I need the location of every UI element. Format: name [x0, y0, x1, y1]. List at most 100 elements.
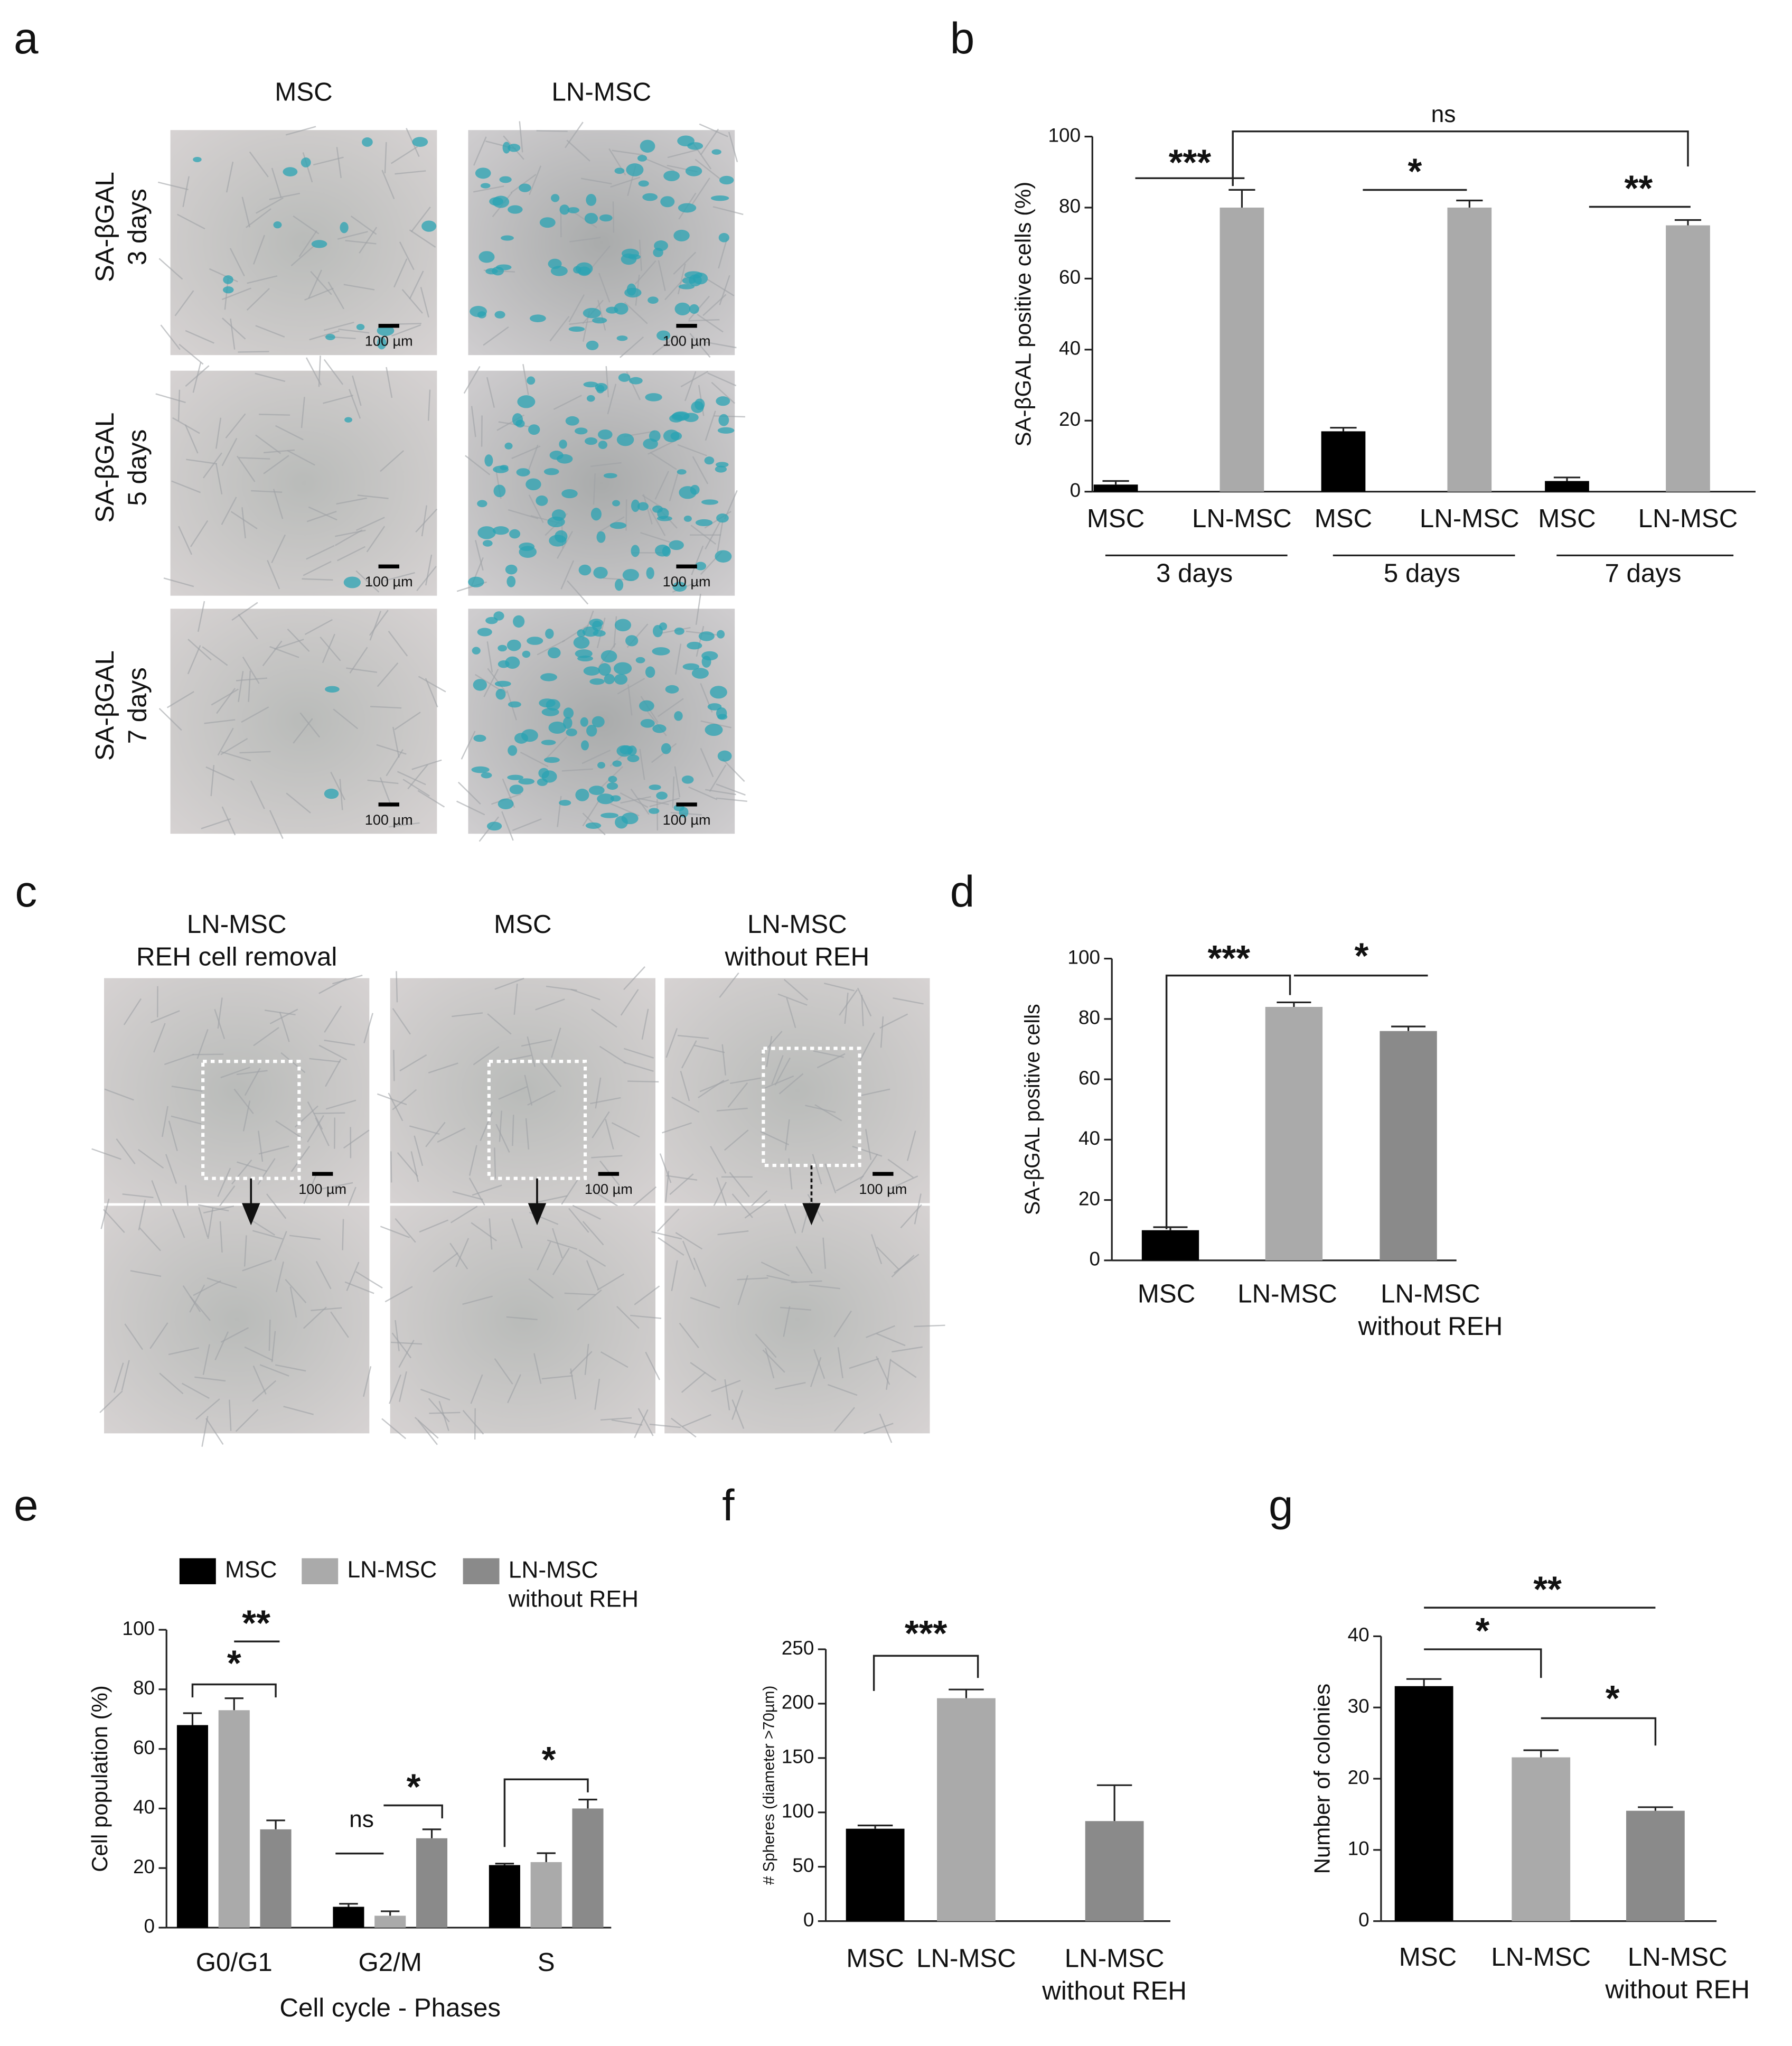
- cell-streak: [612, 201, 615, 233]
- cell-streak: [537, 1195, 568, 1203]
- cell-streak: [665, 1028, 678, 1058]
- bracket: [1424, 1648, 1542, 1678]
- stained-cell: [223, 286, 234, 294]
- cell-streak: [590, 1189, 618, 1207]
- bar: [374, 1916, 406, 1928]
- cell-streak: [304, 287, 334, 301]
- cell-streak: [214, 1009, 226, 1040]
- cell-streak: [630, 788, 650, 815]
- stained-cell: [649, 784, 661, 790]
- bar: [1219, 207, 1264, 492]
- cell-streak: [151, 1180, 164, 1210]
- stained-cell: [645, 666, 655, 678]
- cell-streak: [498, 421, 530, 427]
- y-tick-label: 80: [133, 1677, 155, 1699]
- cell-streak: [419, 1219, 449, 1233]
- cell-streak: [879, 1013, 908, 1029]
- cell-streak: [418, 676, 446, 693]
- stained-cell: [573, 636, 590, 649]
- stained-cell: [656, 516, 672, 521]
- stained-cell: [662, 546, 671, 557]
- bracket: [383, 1804, 443, 1819]
- stained-cell: [628, 254, 641, 260]
- stained-cell: [273, 221, 282, 229]
- stained-cell: [683, 516, 692, 522]
- cell-streak: [246, 208, 271, 228]
- cell-streak: [784, 1203, 796, 1234]
- stained-cell: [508, 745, 518, 756]
- stained-cell: [612, 760, 622, 767]
- stained-cell: [344, 417, 353, 423]
- cell-streak: [613, 616, 617, 648]
- stained-cell: [480, 183, 491, 189]
- cell-streak: [471, 406, 476, 437]
- cell-streak: [398, 1340, 415, 1368]
- cell-streak: [511, 445, 541, 460]
- cell-streak: [437, 1127, 466, 1143]
- stained-cell: [508, 205, 523, 214]
- cell-streak: [580, 177, 612, 185]
- cell-streak: [876, 1246, 899, 1270]
- stained-cell: [673, 229, 690, 241]
- stained-cell: [715, 550, 732, 563]
- x-tick-label: G2/M: [359, 1948, 422, 1977]
- cell-streak: [682, 1240, 696, 1270]
- cell-streak: [569, 237, 601, 242]
- cell-streak: [824, 1163, 837, 1193]
- cell-streak: [570, 210, 597, 228]
- cell-streak: [177, 389, 181, 421]
- cell-streak: [511, 1218, 523, 1249]
- significance: *: [407, 1767, 421, 1807]
- stained-cell: [674, 302, 691, 315]
- stained-cell: [716, 513, 729, 523]
- stained-cell: [505, 564, 518, 575]
- bar: [1545, 481, 1589, 492]
- cell-streak: [271, 1331, 276, 1362]
- stained-cell: [574, 427, 588, 435]
- cell-streak: [172, 417, 200, 434]
- cell-streak: [456, 800, 485, 816]
- stained-cell: [498, 644, 508, 652]
- cell-streak: [714, 415, 745, 418]
- column-label: LN-MSC: [551, 77, 651, 106]
- cell-streak: [390, 146, 418, 164]
- stained-cell: [518, 778, 535, 785]
- cell-streak: [638, 798, 669, 806]
- cell-streak: [620, 792, 649, 808]
- cell-streak: [880, 1016, 884, 1048]
- cell-streak: [285, 126, 316, 136]
- cell-streak: [623, 1061, 654, 1072]
- cell-streak: [381, 1418, 407, 1440]
- significance: *: [1408, 151, 1422, 192]
- cell-streak: [651, 1231, 682, 1240]
- stained-cell: [541, 708, 559, 716]
- cell-streak: [727, 1082, 748, 1108]
- cell-streak: [421, 505, 428, 537]
- scale-bar-label: 100 µm: [298, 1181, 346, 1197]
- cell-streak: [783, 1306, 791, 1337]
- cell-streak: [659, 1153, 672, 1183]
- stained-cell: [678, 284, 695, 289]
- cell-streak: [536, 130, 568, 132]
- cell-streak: [384, 1286, 413, 1303]
- cell-streak: [263, 449, 295, 454]
- stained-cell: [549, 535, 567, 547]
- cell-streak: [599, 1045, 626, 1064]
- cell-streak: [886, 1359, 892, 1390]
- cell-streak: [113, 1362, 124, 1393]
- cell-streak: [391, 324, 421, 337]
- cell-streak: [315, 1117, 330, 1146]
- cell-streak: [760, 1131, 790, 1146]
- cell-streak: [428, 1062, 458, 1073]
- cell-streak: [527, 1090, 556, 1106]
- cell-streak: [252, 1380, 277, 1402]
- cell-streak: [283, 1406, 314, 1415]
- cell-streak: [449, 1242, 468, 1270]
- cell-streak: [552, 1248, 570, 1275]
- cell-streak: [124, 1323, 143, 1350]
- cell-streak: [221, 751, 251, 762]
- cell-streak: [697, 314, 724, 333]
- stained-cell: [563, 707, 574, 719]
- stained-cell: [640, 139, 655, 153]
- y-tick-label: 20: [1059, 408, 1081, 430]
